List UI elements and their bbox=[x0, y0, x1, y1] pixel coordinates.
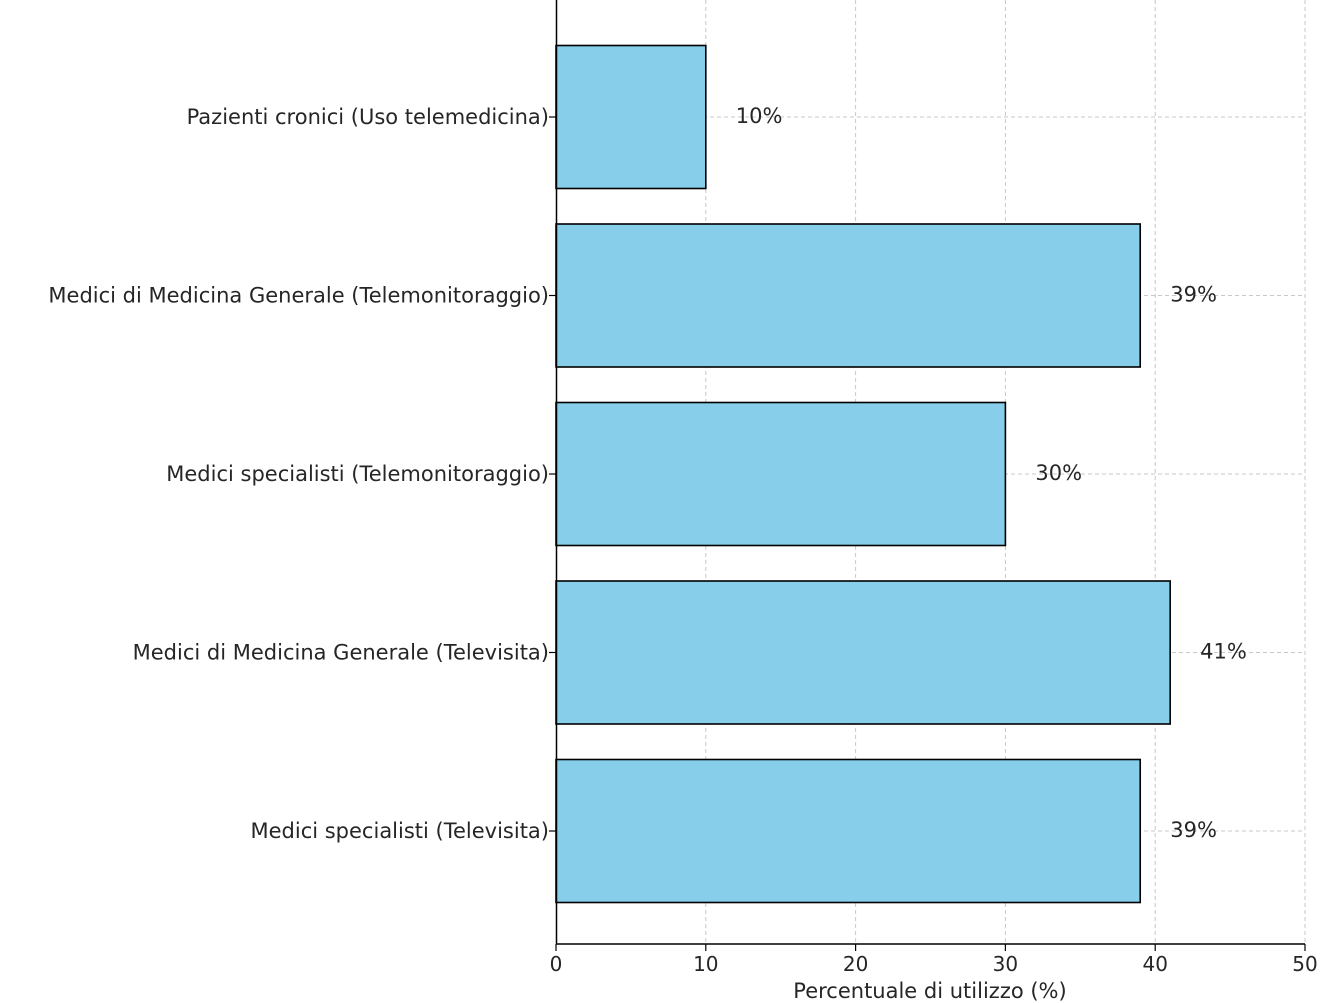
data-label: 10% bbox=[736, 104, 783, 128]
x-axis-title: Percentuale di utilizzo (%) bbox=[793, 979, 1066, 1003]
data-label: 30% bbox=[1035, 461, 1082, 485]
x-tick-label: 50 bbox=[1292, 952, 1317, 976]
category-label: Pazienti cronici (Uso telemedicina) bbox=[187, 105, 549, 129]
category-label: Medici di Medicina Generale (Telemonitor… bbox=[48, 284, 549, 308]
bar bbox=[555, 44, 707, 190]
category-label: Medici specialisti (Telemonitoraggio) bbox=[166, 462, 549, 486]
data-label: 39% bbox=[1170, 283, 1217, 307]
x-tick-label: 10 bbox=[693, 952, 718, 976]
bar bbox=[555, 580, 1171, 725]
x-tick-label: 20 bbox=[843, 952, 868, 976]
x-tick-label: 0 bbox=[550, 952, 563, 976]
bar bbox=[555, 758, 1142, 904]
category-label: Medici di Medicina Generale (Televisita) bbox=[133, 641, 549, 665]
data-labels: 10% 39% 30% 41% 39% bbox=[736, 104, 1247, 842]
category-labels: Pazienti cronici (Uso telemedicina) Medic… bbox=[48, 105, 556, 843]
x-tick-label: 30 bbox=[993, 952, 1018, 976]
bar bbox=[555, 223, 1142, 368]
x-tick-label: 40 bbox=[1142, 952, 1167, 976]
data-label: 41% bbox=[1200, 640, 1247, 664]
bars bbox=[555, 44, 1171, 904]
category-label: Medici specialisti (Televisita) bbox=[250, 819, 549, 843]
x-ticks: 0 10 20 30 40 50 bbox=[550, 944, 1318, 976]
data-label: 39% bbox=[1170, 818, 1217, 842]
axes bbox=[555, 0, 1305, 945]
bar bbox=[555, 401, 1007, 547]
